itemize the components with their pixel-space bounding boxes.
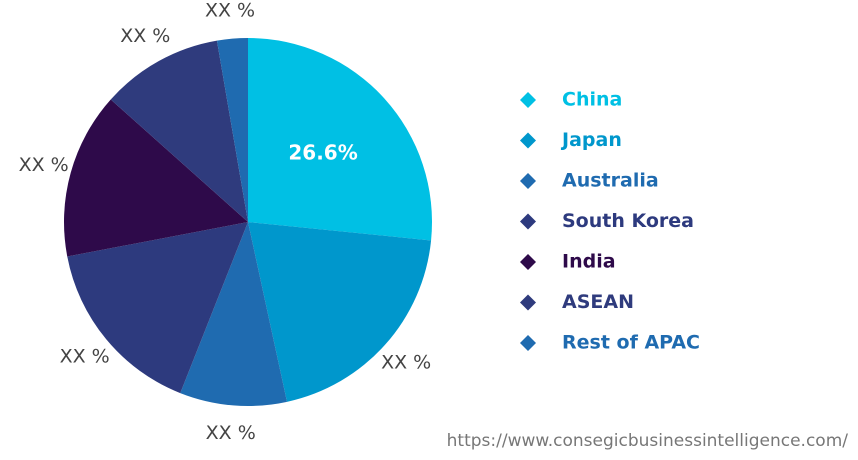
data-label: XX % xyxy=(205,0,255,21)
data-label: XX % xyxy=(206,422,256,444)
legend-marker xyxy=(520,213,536,230)
legend-label: Australia xyxy=(562,170,659,192)
pie-slice xyxy=(248,38,432,241)
legend-marker xyxy=(520,132,536,149)
legend-marker xyxy=(520,335,536,351)
pie-slice xyxy=(64,99,249,257)
pie-slice xyxy=(67,222,248,394)
legend-label: Rest of APAC xyxy=(562,332,700,354)
legend-marker xyxy=(520,294,536,311)
pie-slice xyxy=(248,222,432,402)
pie-slice xyxy=(180,222,288,406)
legend-label: India xyxy=(562,251,616,273)
legend-marker xyxy=(520,254,536,270)
data-label: XX % xyxy=(120,25,170,47)
data-label: XX % xyxy=(19,154,69,176)
pie-slice xyxy=(216,38,248,222)
data-label: XX % xyxy=(60,346,110,368)
source-url: https://www.consegicbusinessintelligence… xyxy=(447,431,849,451)
pie-slice xyxy=(110,40,248,223)
data-label: 26.6% xyxy=(288,141,357,165)
legend-label: China xyxy=(562,89,622,111)
data-label: XX % xyxy=(381,352,431,374)
legend-marker xyxy=(520,92,536,108)
legend-label: ASEAN xyxy=(562,291,634,313)
legend-label: Japan xyxy=(560,129,622,151)
legend-marker xyxy=(520,173,536,189)
legend-label: South Korea xyxy=(562,210,694,232)
